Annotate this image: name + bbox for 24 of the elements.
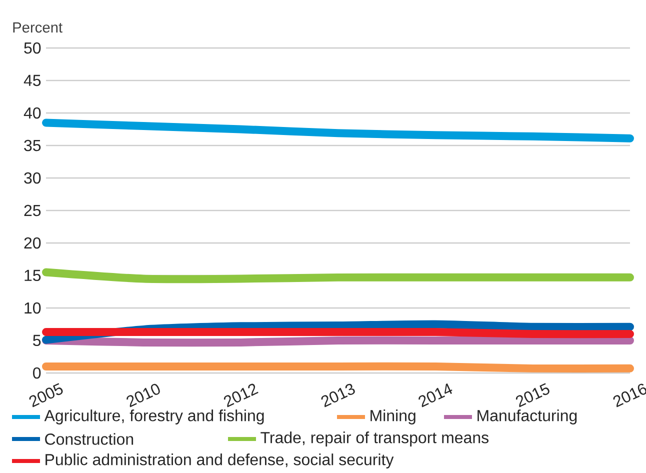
legend-label: Trade, repair of transport means: [260, 432, 489, 446]
y-tick-label: 10: [24, 302, 41, 314]
x-tick-label: 2012: [224, 384, 258, 408]
y-tick-label: 30: [24, 172, 41, 184]
y-tick-label: 45: [24, 74, 41, 86]
x-tick-label: 2010: [126, 384, 160, 408]
legend-label: Agriculture, forestry and fishing: [44, 410, 264, 424]
x-tick-label: 2013: [321, 384, 355, 408]
legend-label: Construction: [45, 433, 134, 445]
y-tick-label: 0: [33, 367, 41, 379]
x-tick-label: 2005: [29, 383, 63, 408]
y-tick-label: 35: [24, 140, 41, 152]
y-tick-label: 20: [24, 237, 41, 249]
y-axis-title: Percent: [13, 22, 62, 33]
y-tick-label: 15: [24, 270, 41, 282]
x-tick-label: 2015: [516, 383, 550, 408]
y-tick-label: 40: [24, 107, 41, 119]
x-tick-label: 2014: [418, 383, 452, 408]
legend-label: Public administration and defense, social security: [46, 454, 394, 468]
y-tick-label: 25: [24, 204, 41, 216]
y-tick-label: 50: [24, 42, 41, 54]
legend-label: Manufacturing: [478, 410, 577, 424]
legend-label: Mining: [370, 410, 416, 424]
y-tick-label: 5: [33, 334, 41, 346]
